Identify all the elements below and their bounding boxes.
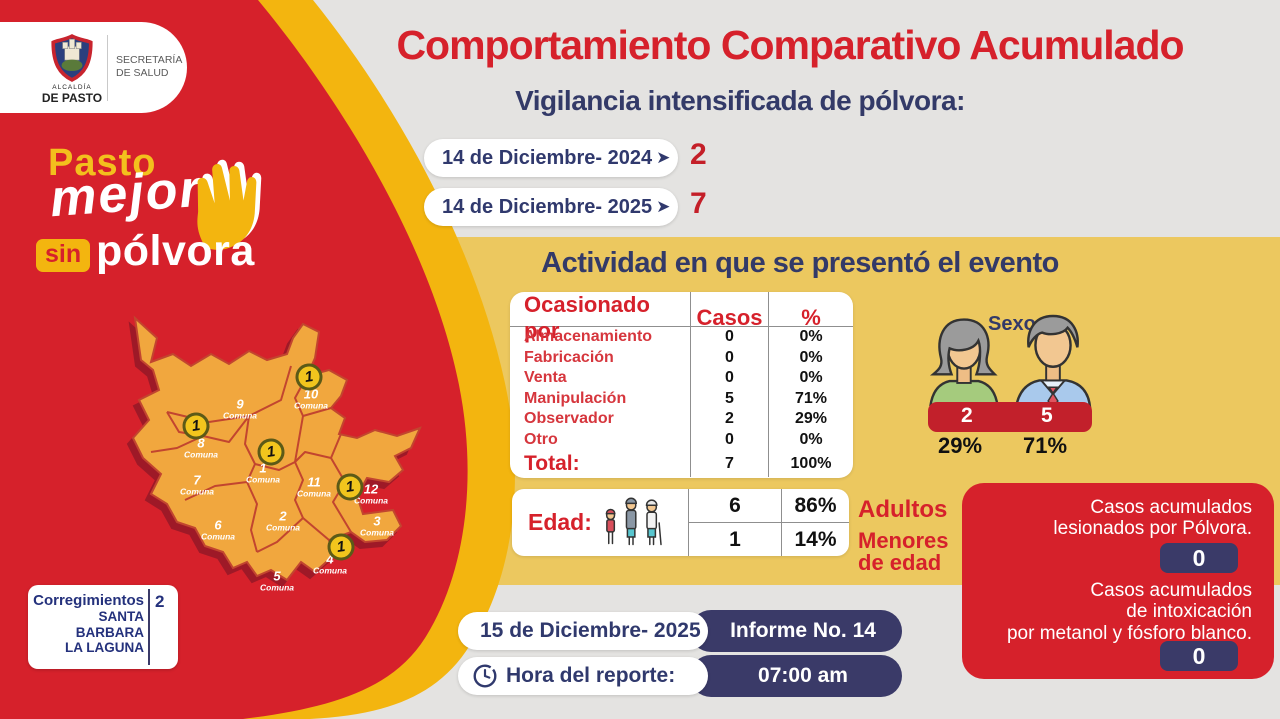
edad-left: Edad: <box>512 489 688 556</box>
corregimientos-text: Corregimientos SANTA BARBARA LA LAGUNA <box>33 592 144 656</box>
male-avatar <box>1014 314 1092 408</box>
comuna-label-8: 8 Comuna <box>184 435 218 460</box>
table-header-row: Ocasionado por Casos % <box>510 292 853 344</box>
minor-count: 1 <box>729 527 741 551</box>
report-time-label: Hora del reporte: <box>506 664 676 687</box>
comuna-label-12: 12 Comuna <box>354 481 388 506</box>
adult-pct: 86% <box>782 489 849 523</box>
report-date-pill: 15 de Diciembre- 2025 <box>458 612 708 650</box>
age-groups-icon <box>605 497 662 545</box>
brand-polvora: pólvora <box>96 227 255 275</box>
accumulated-lesionados-value: 0 <box>1160 543 1238 573</box>
minor-pct: 14% <box>794 527 837 551</box>
accumulated-intoxicacion-value: 0 <box>1160 641 1238 671</box>
table-row: Observador 2 29% <box>510 409 853 430</box>
female-count: 2 <box>961 404 973 427</box>
table-total-row: Total: 7 100% <box>510 450 853 477</box>
comuna-label-11: 11 Comuna <box>297 474 331 499</box>
adult-count: 6 <box>689 489 781 523</box>
table-row: Venta 0 0% <box>510 368 853 389</box>
comuna-label-10: 10 Comuna <box>294 386 328 411</box>
menores-label: Menores de edad <box>858 528 949 576</box>
edad-label: Edad: <box>528 509 592 535</box>
accumulated-cases-card: Casos acumulados lesionados por Pólvora.… <box>962 483 1274 679</box>
page-title: Comportamiento Comparativo Acumulado <box>396 22 1184 68</box>
secretaria-label: SECRETARÍA DE SALUD <box>116 54 183 80</box>
arrow-icon: ➤ <box>656 148 671 167</box>
logo-divider <box>107 35 108 101</box>
male-count: 5 <box>1041 404 1053 427</box>
comparison-value-2025: 7 <box>690 187 707 220</box>
edad-card: Edad: <box>512 489 849 556</box>
table-body: Almacenamiento 0 0% Fabricación 0 0% Ven… <box>510 327 853 477</box>
comuna-label-9: 9 Comuna <box>223 396 257 421</box>
comuna-label-5: 5 Comuna <box>260 568 294 593</box>
comuna-label-4: 4 Comuna <box>313 551 347 576</box>
alcaldia-top-text: ALCALDÍA <box>52 84 92 91</box>
table-row: Almacenamiento 0 0% <box>510 327 853 348</box>
hand-icon <box>197 159 262 250</box>
arrow-icon: ➤ <box>656 197 671 216</box>
report-date: 15 de Diciembre- 2025 <box>480 619 701 642</box>
brand-pasto: Pasto <box>48 142 157 184</box>
col-header-casos: Casos <box>690 292 768 344</box>
comparison-value-2024: 2 <box>690 138 707 171</box>
corregimientos-card: Corregimientos SANTA BARBARA LA LAGUNA 2 <box>28 585 178 669</box>
comuna-label-1: 1 Comuna <box>246 460 280 485</box>
edad-pct-column: 86% 14% <box>781 489 849 556</box>
accumulated-intoxicacion-text: Casos acumulados de intoxicación por met… <box>1006 580 1252 644</box>
comuna-label-3: 3 Comuna <box>360 513 394 538</box>
alcaldia-wordmark: ALCALDÍA DE PASTO <box>30 84 114 105</box>
table-row: Manipulación 5 71% <box>510 388 853 409</box>
comparison-date-2025: 14 de Diciembre- 2025 <box>442 195 653 218</box>
comuna-label-7: 7 Comuna <box>180 472 214 497</box>
male-pct: 71% <box>1023 433 1068 458</box>
activity-title: Actividad en que se presentó el evento <box>541 247 1059 279</box>
report-time-pill: 07:00 am <box>690 655 902 697</box>
accumulated-lesionados-text: Casos acumulados lesionados por Pólvora. <box>1053 497 1252 540</box>
sexo-label: Sexo <box>988 313 1036 335</box>
comparison-row-2025: 14 de Diciembre- 2025 ➤ <box>424 188 678 226</box>
comparison-date-2024: 14 de Diciembre- 2024 <box>442 146 653 169</box>
comuna-label-6: 6 Comuna <box>201 517 235 542</box>
edad-count-column: 6 1 <box>688 489 781 556</box>
col-header-pct: % <box>768 292 853 344</box>
logo-card: ALCALDÍA DE PASTO SECRETARÍA DE SALUD <box>0 22 187 113</box>
table-row: Otro 0 0% <box>510 429 853 450</box>
corregimientos-count: 2 <box>155 592 165 611</box>
sexo-count-bar: 2 5 <box>928 402 1092 432</box>
page-subtitle: Vigilancia intensificada de pólvora: <box>515 85 965 116</box>
adultos-label: Adultos <box>858 496 948 523</box>
activity-table: Ocasionado por Casos % Almacenamiento 0 … <box>510 292 853 478</box>
female-pct: 29% <box>938 433 983 458</box>
comuna-label-2: 2 Comuna <box>266 508 300 533</box>
report-time-label-pill: Hora del reporte: <box>458 657 708 695</box>
pasto-crest-icon <box>51 34 93 82</box>
table-row: Fabricación 0 0% <box>510 347 853 368</box>
col-header-ocasionado: Ocasionado por <box>524 292 650 343</box>
alcaldia-bottom-text: DE PASTO <box>41 91 103 105</box>
female-avatar <box>929 318 999 406</box>
brand-sin-badge: sin <box>36 239 91 272</box>
clock-icon <box>473 664 497 688</box>
comparison-row-2024: 14 de Diciembre- 2024 ➤ <box>424 139 678 177</box>
corregimientos-divider <box>148 589 150 665</box>
informe-pill: Informe No. 14 <box>690 610 902 652</box>
